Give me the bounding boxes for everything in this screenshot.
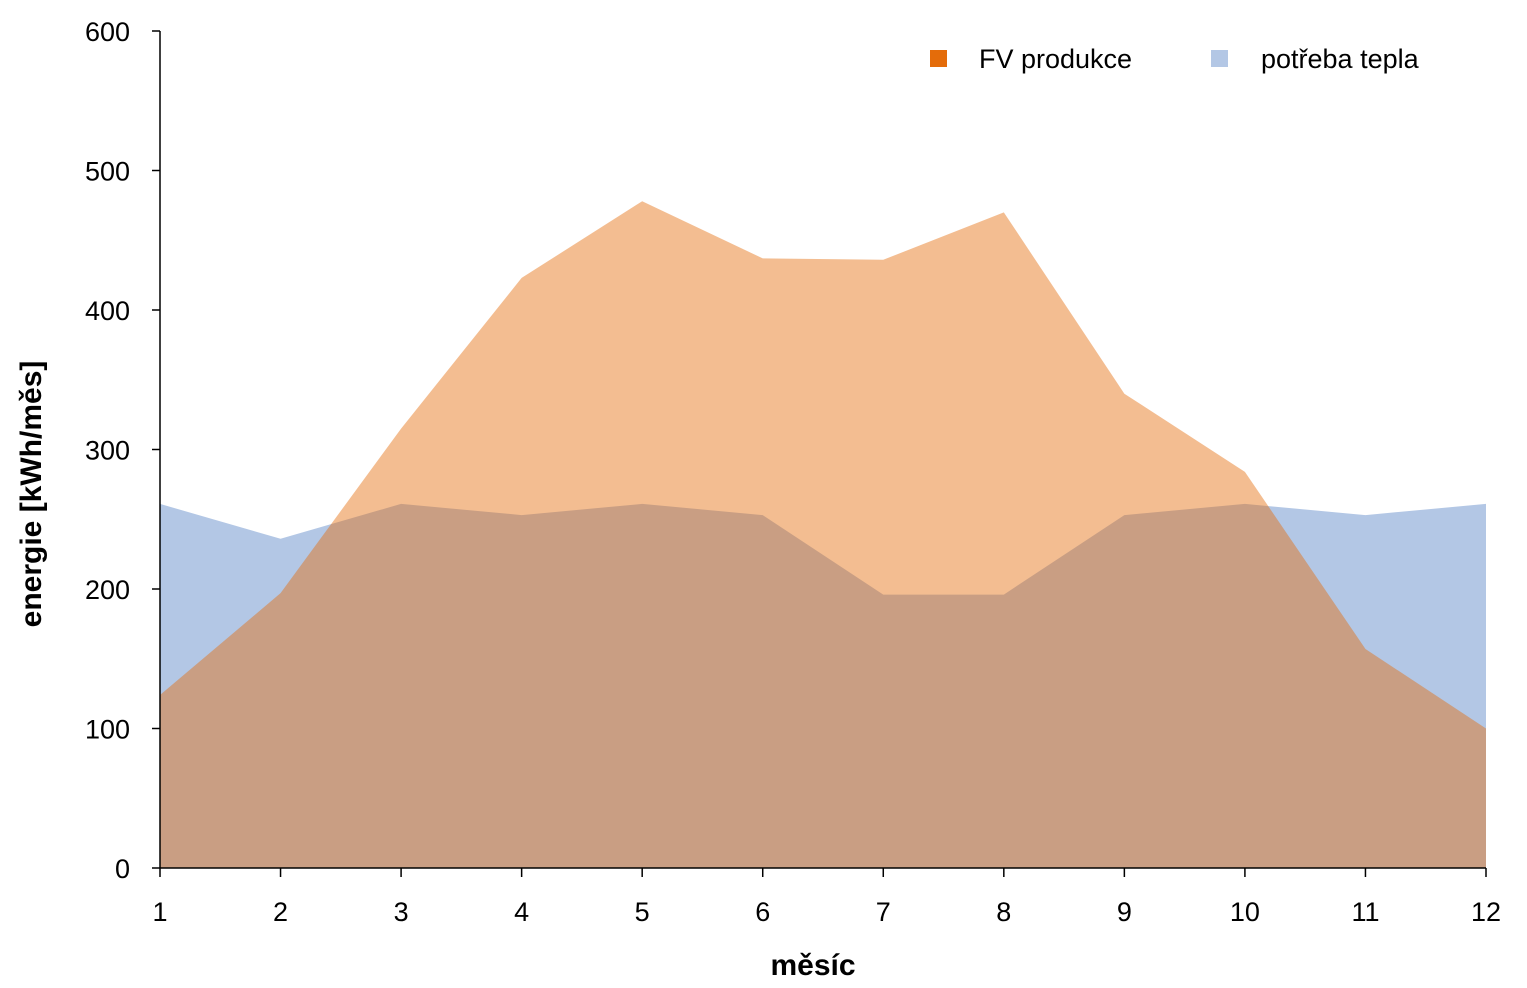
y-tick-label: 100	[85, 715, 130, 745]
y-tick-label: 400	[85, 296, 130, 326]
x-axis-title: měsíc	[770, 949, 855, 982]
x-tick-label: 12	[1471, 897, 1501, 927]
legend-swatch-potreba-tepla	[1211, 50, 1228, 67]
legend: FV produkce potřeba tepla	[930, 44, 1420, 74]
legend-label-potreba-tepla: potřeba tepla	[1261, 44, 1420, 74]
y-tick-label: 500	[85, 157, 130, 187]
x-tick-label: 9	[1117, 897, 1132, 927]
x-tick-label: 8	[996, 897, 1011, 927]
x-tick-label: 6	[755, 897, 770, 927]
legend-label-fv-produkce: FV produkce	[979, 44, 1132, 74]
x-tick-label: 5	[635, 897, 650, 927]
plot-areas	[160, 201, 1486, 868]
x-tick-label: 1	[152, 897, 167, 927]
x-tick-label: 10	[1230, 897, 1260, 927]
x-tick-label: 2	[273, 897, 288, 927]
x-tick-label: 3	[394, 897, 409, 927]
y-axis-title: energie [kWh/měs]	[15, 361, 48, 628]
x-tick-label: 7	[876, 897, 891, 927]
y-axis-ticks: 0 100 200 300 400 500 600	[85, 17, 160, 884]
x-axis-ticks: 1 2 3 4 5 6 7 8 9 10 11 12	[152, 868, 1501, 927]
y-tick-label: 600	[85, 17, 130, 47]
area-series-fv-produkce	[160, 201, 1486, 868]
area-series-potreba-tepla	[160, 503, 1486, 868]
y-tick-label: 300	[85, 436, 130, 466]
y-tick-label: 200	[85, 575, 130, 605]
x-tick-label: 4	[514, 897, 529, 927]
x-tick-label: 11	[1351, 897, 1379, 927]
legend-swatch-fv-produkce	[930, 50, 947, 67]
y-tick-label: 0	[115, 854, 130, 884]
